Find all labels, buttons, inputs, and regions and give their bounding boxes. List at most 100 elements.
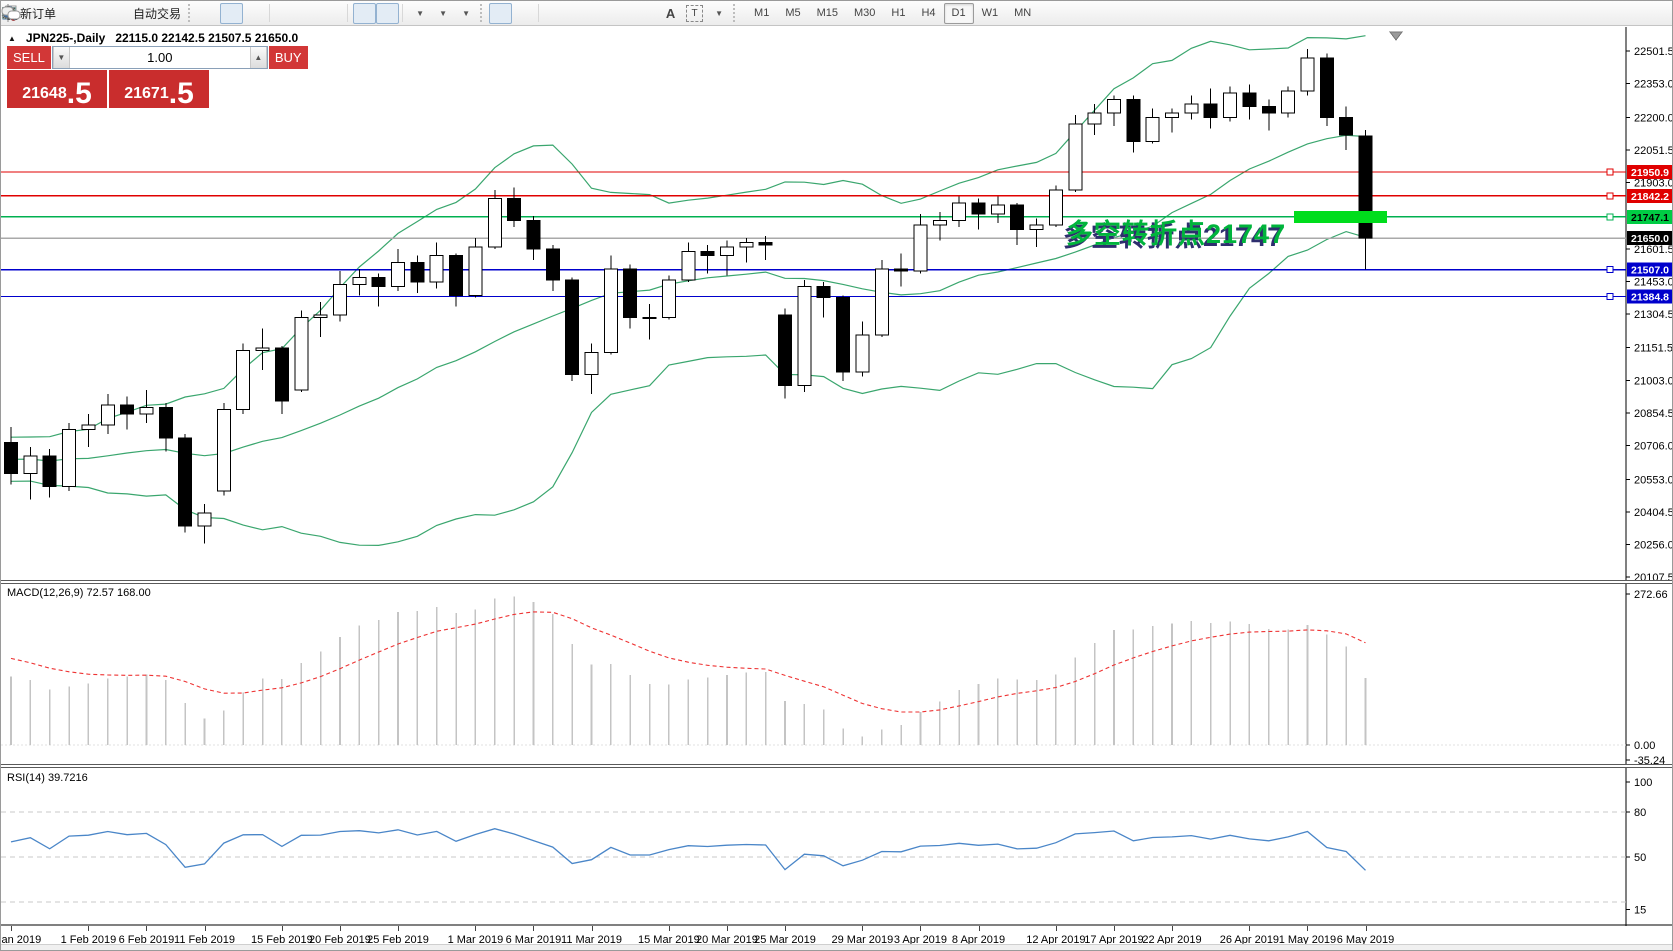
sell-price-display[interactable]: 21648.5	[7, 70, 107, 108]
chart-shift-button[interactable]	[2, 2, 400, 24]
svg-text:21151.5: 21151.5	[1634, 343, 1673, 355]
main-toolbar: 新订单 自动交易	[1, 1, 1672, 26]
svg-text:21507.0: 21507.0	[1631, 265, 1669, 277]
chart-annotation[interactable]: 多空转折点21747	[1066, 219, 1287, 249]
level-line-21950.9[interactable]	[1, 168, 1626, 176]
timeframe-button-m1[interactable]: M1	[754, 6, 770, 19]
chart-shift-marker[interactable]	[1389, 31, 1403, 41]
svg-text:20107.5: 20107.5	[1634, 572, 1673, 580]
timeframe-button-w1[interactable]: W1	[981, 6, 999, 19]
timeframe-button-h1[interactable]: H1	[891, 6, 906, 19]
svg-text:0.00: 0.00	[1634, 740, 1655, 752]
price-badge-21950.9: 21950.9	[1627, 165, 1672, 180]
tile-windows-button[interactable]	[3, 3, 344, 24]
date-tick	[475, 926, 477, 931]
date-tick	[533, 926, 535, 931]
ingot-button[interactable]	[3, 3, 83, 24]
vertical-line-button[interactable]	[7, 3, 567, 24]
timeframe-toolbar: M1 M5 M15 M30 H1 H4 D1 W1 MN	[746, 2, 1039, 24]
svg-text:22200.0: 22200.0	[1634, 112, 1673, 124]
timeframe-button-m30[interactable]: M30	[854, 6, 876, 19]
main-price-chart[interactable]: 22501.5 22353.0 22200.0 22051.5 21903.0 21601…	[1, 27, 1673, 580]
svg-text:21950.9: 21950.9	[1631, 167, 1669, 179]
volume-input[interactable]	[69, 47, 250, 68]
auto-trading-button[interactable]: 自动交易	[3, 3, 185, 24]
panel-splitter[interactable]	[1, 764, 1672, 768]
timeframe-button-h4[interactable]: H4	[921, 6, 936, 19]
rsi-indicator-panel[interactable]: 100 80 50 15	[1, 768, 1673, 926]
price-badge-21384.8: 21384.8	[1627, 289, 1672, 304]
trendline-button[interactable]	[2, 3, 613, 24]
date-tick	[668, 926, 670, 931]
highlight-box[interactable]	[1293, 210, 1387, 223]
chart-symbol-period: JPN225-,Daily	[25, 31, 106, 45]
date-tick	[1055, 926, 1057, 931]
buy-price-display[interactable]: 21671.5	[109, 70, 209, 108]
volume-stepper: ▼ ▲	[51, 46, 268, 69]
bollinger-middle-line	[10, 134, 1366, 462]
date-label: 1 May 2019	[1278, 934, 1337, 946]
buy-button[interactable]: BUY	[268, 46, 308, 69]
periods-button[interactable]: ▼	[2, 3, 454, 24]
bar-chart-button[interactable]	[3, 3, 220, 24]
fibonacci-button[interactable]: F	[2, 3, 659, 24]
toolbar-grip[interactable]	[188, 4, 194, 22]
level-line-21842.2[interactable]	[1, 192, 1626, 200]
svg-text:21304.5: 21304.5	[1634, 309, 1673, 321]
date-label: 29 Mar 2019	[831, 934, 894, 946]
date-tick	[920, 926, 922, 931]
horizontal-line-button[interactable]	[2, 3, 590, 24]
sell-button[interactable]: SELL	[7, 46, 51, 69]
text-button[interactable]: A	[659, 3, 682, 24]
zoom-in-button[interactable]	[2, 3, 298, 24]
date-label: 6 May 2019	[1336, 934, 1395, 946]
svg-text:21453.0: 21453.0	[1634, 276, 1673, 288]
cursor-button[interactable]	[5, 2, 513, 24]
date-tick	[88, 926, 90, 931]
price-badge-21842.2: 21842.2	[1627, 188, 1672, 203]
svg-text:80: 80	[1634, 807, 1646, 819]
date-label: 15 Feb 2019	[251, 934, 313, 946]
arrows-button[interactable]: ▼	[1, 3, 730, 24]
crosshair-button[interactable]	[2, 3, 535, 24]
level-line-21384.8[interactable]	[1, 292, 1626, 300]
toolbar-grip[interactable]	[733, 4, 739, 22]
timeframe-button-m5[interactable]: M5	[785, 6, 801, 19]
date-label: 11 Feb 2019	[174, 934, 235, 946]
text-label-button[interactable]: T	[682, 3, 707, 24]
channel-button[interactable]: E	[1, 3, 636, 24]
svg-text:22051.5: 22051.5	[1634, 145, 1673, 157]
toolbar-grip[interactable]	[480, 4, 486, 22]
volume-decrease-button[interactable]: ▼	[52, 47, 70, 68]
timeframe-button-d1[interactable]: D1	[943, 2, 974, 24]
svg-text:20706.0: 20706.0	[1634, 441, 1673, 453]
indicators-button[interactable]: ▼	[2, 3, 431, 24]
date-tick	[398, 926, 399, 931]
collapse-arrow-icon[interactable]: ▲	[8, 33, 16, 43]
line-chart-button[interactable]	[2, 3, 266, 24]
news-button[interactable]	[2, 3, 129, 24]
new-order-button[interactable]: 新订单	[2, 3, 60, 24]
templates-button[interactable]: ▼	[2, 3, 477, 24]
level-line-21507.0[interactable]	[1, 266, 1626, 274]
panel-splitter[interactable]	[1, 580, 1672, 584]
date-tick	[1172, 926, 1173, 931]
timeframe-button-mn[interactable]: MN	[1014, 6, 1032, 19]
macd-indicator-panel[interactable]: 272.66 0.00 -35.24	[1, 584, 1673, 764]
auto-scroll-button[interactable]	[2, 2, 377, 24]
search-button[interactable]	[2, 3, 1634, 24]
date-tick	[1113, 926, 1115, 931]
bollinger-lower-line	[10, 230, 1366, 547]
date-tick	[978, 926, 980, 931]
date-label: 25 Mar 2019	[754, 934, 816, 946]
profile-button[interactable]	[2, 3, 106, 24]
zoom-out-button[interactable]	[2, 3, 321, 24]
date-tick	[591, 926, 593, 931]
chat-button[interactable]	[1, 3, 1663, 24]
text-icon: A	[665, 5, 676, 21]
volume-increase-button[interactable]: ▲	[249, 47, 267, 68]
date-label: 12 Apr 2019	[1026, 934, 1086, 946]
bollinger-bands	[10, 35, 1366, 547]
timeframe-button-m15[interactable]: M15	[816, 6, 838, 19]
candlestick-chart-button[interactable]	[3, 2, 244, 24]
